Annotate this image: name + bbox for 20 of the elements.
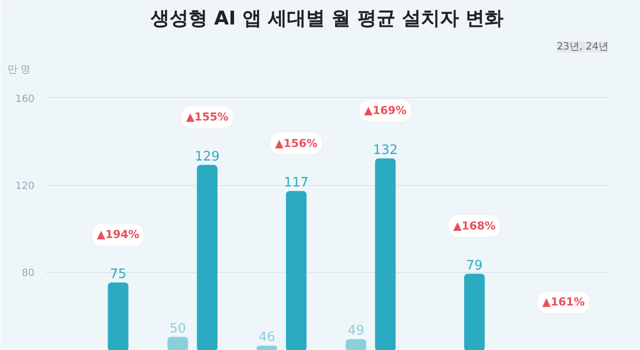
annotation: ▲156% (275, 136, 318, 150)
data-label: 46 (258, 330, 276, 346)
data-label: 117 (284, 176, 309, 191)
data-label: 75 (110, 267, 126, 282)
chart-title: 생성형 AI 앱 세대별 월 평균 설치자 변화 (149, 8, 504, 30)
annotation: ▲155% (186, 110, 228, 124)
y-axis-title: 만 명 (8, 64, 31, 76)
data-label: 50 (170, 321, 186, 336)
chart-subtitle: 23년, 24년 (556, 42, 609, 52)
data-label: 129 (194, 149, 220, 164)
y-tick-label: 80 (22, 268, 35, 280)
data-label: 49 (348, 324, 364, 339)
annotation: ▲169% (364, 104, 407, 118)
data-label: 79 (466, 258, 483, 274)
y-tick-label: 160 (15, 94, 35, 105)
y-tick-label: 120 (15, 181, 35, 192)
data-label: 132 (372, 142, 398, 158)
annotation: ▲194% (96, 228, 140, 242)
annotation: ▲161% (542, 296, 585, 309)
annotation: ▲168% (453, 220, 496, 233)
